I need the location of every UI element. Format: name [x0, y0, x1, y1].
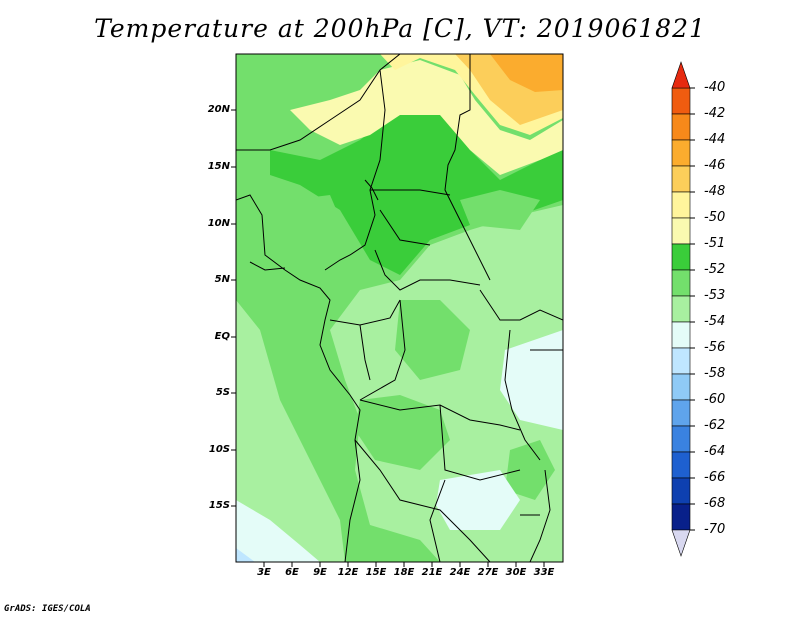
grads-credit: GrADS: IGES/COLA	[4, 604, 91, 614]
y-tick-label: 10N	[207, 218, 230, 229]
x-tick-label: 21E	[421, 567, 443, 578]
colorbar-cell	[671, 87, 691, 115]
colorbar-cell	[671, 165, 691, 193]
colorbar-label: -66	[704, 470, 726, 485]
y-tick-label: EQ	[214, 331, 230, 342]
colorbar-label: -46	[704, 158, 726, 173]
colorbar-label: -48	[704, 184, 726, 199]
x-tick-label: 27E	[477, 567, 499, 578]
field-patch-53-c	[505, 440, 555, 500]
colorbar-label: -44	[704, 132, 726, 147]
x-tick-label: 33E	[533, 567, 555, 578]
colorbar-label: -53	[704, 288, 726, 303]
x-tick-label: 30E	[505, 567, 527, 578]
colorbar-cell	[671, 295, 691, 323]
y-tick-label: 5S	[215, 387, 230, 398]
x-tick-label: 12E	[337, 567, 359, 578]
colorbar-label: -60	[704, 392, 726, 407]
colorbar-label: -62	[704, 418, 726, 433]
field-band-51	[290, 60, 563, 175]
y-axis-ticks	[231, 109, 236, 507]
y-tick-label: 15N	[207, 161, 230, 172]
colorbar-cell	[671, 139, 691, 167]
field-band-54-west	[236, 300, 345, 562]
x-tick-label: 6E	[285, 567, 299, 578]
colorbar-label: -70	[704, 522, 726, 537]
field-band-54-east	[330, 205, 563, 562]
colorbar-cell	[671, 399, 691, 427]
colorbar-bottom-arrow	[671, 529, 691, 557]
y-tick-label: 10S	[208, 444, 230, 455]
field-band-58	[236, 548, 255, 562]
colorbar-label: -64	[704, 444, 726, 459]
x-tick-label: 9E	[313, 567, 327, 578]
colorbar-label: -40	[704, 80, 726, 95]
x-axis-ticks	[263, 562, 545, 567]
colorbar-label: -50	[704, 210, 726, 225]
colorbar-cell	[671, 113, 691, 141]
colorbar-cell	[671, 217, 691, 245]
colorbar-cell	[671, 451, 691, 479]
colorbar-cell	[671, 243, 691, 271]
colorbar	[671, 61, 695, 557]
colorbar-cell	[671, 347, 691, 375]
x-tick-label: 18E	[393, 567, 415, 578]
colorbar-cell	[671, 503, 691, 531]
colorbar-cell	[671, 425, 691, 453]
field-band-56-c	[236, 500, 320, 562]
map-frame	[235, 53, 564, 563]
colorbar-label: -56	[704, 340, 726, 355]
field-band-46	[490, 54, 563, 92]
colorbar-label: -42	[704, 106, 726, 121]
colorbar-top-arrow	[671, 61, 691, 89]
colorbar-cell	[671, 191, 691, 219]
field-patch-53-a	[355, 395, 450, 470]
y-tick-label: 5N	[214, 274, 230, 285]
field-gap-53-a	[290, 195, 345, 260]
x-tick-label: 15E	[365, 567, 387, 578]
colorbar-label: -51	[704, 236, 726, 251]
boundaries	[236, 54, 563, 562]
y-tick-label: 15S	[208, 500, 230, 511]
field-gap-53-b	[460, 190, 540, 230]
colorbar-label: -58	[704, 366, 726, 381]
colorbar-cell	[671, 477, 691, 505]
x-tick-label: 24E	[449, 567, 471, 578]
field-band-52	[270, 110, 563, 275]
field-band-56-b	[500, 330, 563, 430]
colorbar-cell	[671, 321, 691, 349]
colorbar-label: -52	[704, 262, 726, 277]
colorbar-cell	[671, 269, 691, 297]
field-patch-53-b	[395, 300, 470, 380]
chart-title: Temperature at 200hPa [C], VT: 201906182…	[94, 14, 706, 43]
y-tick-label: 20N	[207, 104, 230, 115]
colorbar-label: -54	[704, 314, 726, 329]
temperature-field	[236, 54, 563, 562]
colorbar-label: -68	[704, 496, 726, 511]
x-tick-label: 3E	[257, 567, 271, 578]
colorbar-cell	[671, 373, 691, 401]
field-band-56-a	[436, 470, 520, 530]
